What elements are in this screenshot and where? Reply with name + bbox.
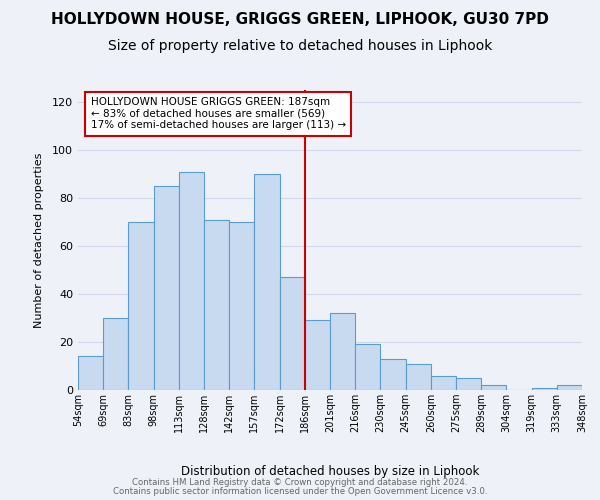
Bar bbox=[154, 186, 179, 390]
Bar bbox=[481, 385, 506, 390]
Bar bbox=[78, 356, 103, 390]
Text: Contains public sector information licensed under the Open Government Licence v3: Contains public sector information licen… bbox=[113, 487, 487, 496]
Text: HOLLYDOWN HOUSE GRIGGS GREEN: 187sqm
← 83% of detached houses are smaller (569)
: HOLLYDOWN HOUSE GRIGGS GREEN: 187sqm ← 8… bbox=[91, 97, 346, 130]
Bar bbox=[406, 364, 431, 390]
Bar bbox=[557, 385, 582, 390]
Text: Size of property relative to detached houses in Liphook: Size of property relative to detached ho… bbox=[108, 39, 492, 53]
Bar bbox=[380, 359, 406, 390]
Bar bbox=[103, 318, 128, 390]
Bar bbox=[532, 388, 557, 390]
Y-axis label: Number of detached properties: Number of detached properties bbox=[34, 152, 44, 328]
Bar bbox=[280, 277, 305, 390]
Text: Distribution of detached houses by size in Liphook: Distribution of detached houses by size … bbox=[181, 464, 479, 477]
Bar bbox=[254, 174, 280, 390]
Bar bbox=[229, 222, 254, 390]
Bar bbox=[355, 344, 380, 390]
Bar bbox=[305, 320, 330, 390]
Text: HOLLYDOWN HOUSE, GRIGGS GREEN, LIPHOOK, GU30 7PD: HOLLYDOWN HOUSE, GRIGGS GREEN, LIPHOOK, … bbox=[51, 12, 549, 28]
Text: Contains HM Land Registry data © Crown copyright and database right 2024.: Contains HM Land Registry data © Crown c… bbox=[132, 478, 468, 487]
Bar bbox=[204, 220, 229, 390]
Bar bbox=[456, 378, 481, 390]
Bar bbox=[179, 172, 204, 390]
Bar bbox=[431, 376, 456, 390]
Bar bbox=[128, 222, 154, 390]
Bar bbox=[330, 313, 355, 390]
